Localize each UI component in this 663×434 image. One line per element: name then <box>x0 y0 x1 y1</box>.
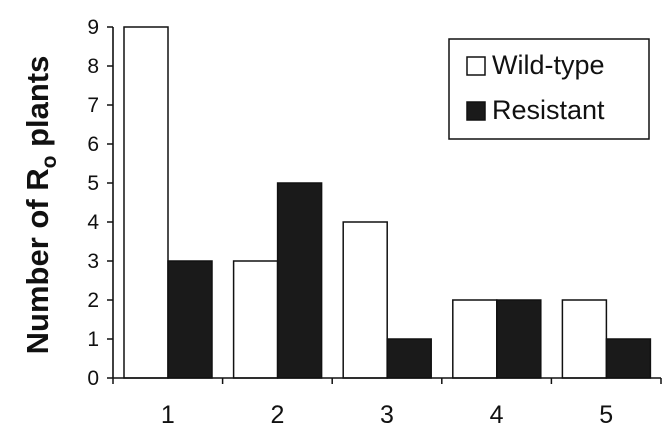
x-tick-label-5: 5 <box>599 401 613 429</box>
x-tick-label-3: 3 <box>380 401 394 429</box>
y-axis-title-group: Number of Ro plants <box>20 56 61 355</box>
legend-box <box>448 38 650 140</box>
y-axis-title-suffix: plants <box>20 56 55 156</box>
legend-swatch-wild-type <box>466 56 486 76</box>
y-tick-label-6: 6 <box>87 133 99 156</box>
legend-swatch-resistant <box>466 101 486 121</box>
legend-label-resistant: Resistant <box>492 95 605 125</box>
y-tick-label-2: 2 <box>87 289 99 312</box>
y-tick-label-7: 7 <box>87 94 99 117</box>
legend: Wild-type Resistant <box>448 38 650 140</box>
y-axis-title-subscript: o <box>38 156 61 169</box>
bar-wild-type-1 <box>123 26 169 379</box>
bar-resistant-1 <box>167 260 213 379</box>
x-tick-label-1: 1 <box>161 401 175 429</box>
y-tick-label-0: 0 <box>87 367 99 390</box>
y-tick-label-3: 3 <box>87 250 99 273</box>
x-tick-label-4: 4 <box>490 401 504 429</box>
y-tick-label-5: 5 <box>87 172 99 195</box>
bar-wild-type-4 <box>452 299 498 379</box>
y-tick-label-4: 4 <box>87 211 99 234</box>
bar-resistant-4 <box>496 299 542 379</box>
y-tick-label-9: 9 <box>87 16 99 39</box>
bar-wild-type-3 <box>342 221 388 379</box>
bar-resistant-2 <box>276 182 323 379</box>
x-ticks-group: 1 2 3 4 5 <box>112 378 662 429</box>
bars-group <box>123 26 652 379</box>
y-tick-label-8: 8 <box>87 55 99 78</box>
y-axis-title-main: Number of R <box>20 168 55 354</box>
bar-resistant-5 <box>605 338 652 379</box>
bar-resistant-3 <box>386 338 432 379</box>
y-ticks-group: 0 1 2 3 4 5 6 7 8 9 <box>87 16 113 390</box>
axes-group <box>112 27 661 379</box>
x-tick-label-2: 2 <box>270 401 284 429</box>
bar-wild-type-5 <box>561 299 608 379</box>
bar-wild-type-2 <box>232 260 279 379</box>
legend-label-wild-type: Wild-type <box>492 50 605 80</box>
y-tick-label-1: 1 <box>87 328 99 351</box>
y-axis-title: Number of Ro plants <box>20 56 61 355</box>
